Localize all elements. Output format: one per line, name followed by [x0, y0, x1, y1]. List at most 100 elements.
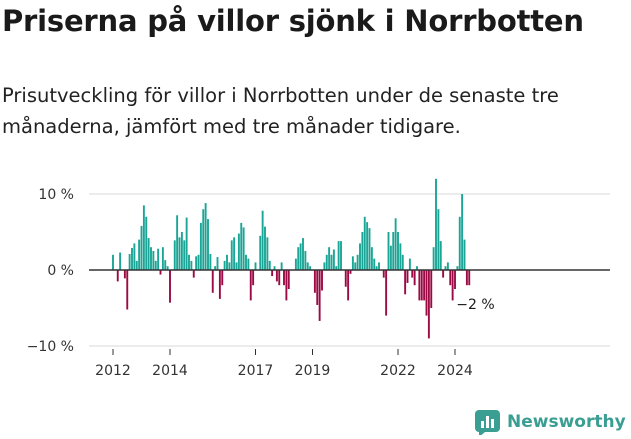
bar: [271, 270, 274, 277]
x-tick-label: 2022: [380, 363, 416, 379]
bar: [370, 247, 373, 270]
bar: [382, 270, 385, 278]
bar: [304, 251, 307, 270]
bar: [454, 270, 456, 289]
bar: [214, 266, 217, 270]
bar: [268, 260, 271, 270]
bar: [266, 237, 269, 270]
bar: [401, 254, 404, 270]
y-tick-label: −10 %: [27, 339, 74, 355]
bar: [332, 249, 335, 270]
bar: [430, 270, 433, 308]
bar: [245, 254, 247, 270]
bar: [378, 262, 380, 270]
bar: [444, 266, 447, 270]
bar: [133, 243, 136, 270]
bar: [204, 203, 207, 270]
bar: [368, 228, 371, 270]
bar: [299, 243, 302, 270]
bar: [119, 252, 122, 270]
bar: [283, 270, 285, 286]
bar: [321, 270, 323, 291]
bar: [230, 240, 233, 270]
x-tick-label: 2024: [437, 363, 473, 379]
brand-logo[interactable]: Newsworthy: [475, 407, 626, 437]
bar: [375, 266, 378, 270]
bar: [325, 254, 328, 270]
bar: [226, 254, 228, 270]
bar: [456, 266, 459, 270]
bar: [221, 270, 224, 286]
bar: [313, 270, 316, 293]
bar: [183, 240, 186, 270]
bar: [328, 247, 331, 270]
bar: [392, 232, 395, 270]
bar: [185, 217, 188, 270]
bar: [273, 266, 276, 270]
bar: [399, 243, 402, 270]
bar: [349, 270, 352, 274]
bar: [247, 258, 250, 270]
bar: [335, 266, 338, 270]
bar: [195, 256, 198, 270]
bar: [126, 270, 129, 310]
bar: [463, 239, 466, 270]
bar: [359, 243, 361, 270]
bar: [416, 266, 418, 270]
bar: [138, 239, 141, 270]
bar: [356, 254, 359, 270]
last-value-annotation: −2 %: [456, 297, 494, 313]
bar: [275, 270, 278, 282]
bar: [218, 270, 221, 299]
bar: [442, 270, 445, 278]
brand-name: Newsworthy: [507, 412, 626, 432]
bar: [140, 225, 143, 270]
bar: [285, 270, 288, 301]
bar: [468, 270, 471, 286]
bar: [159, 270, 162, 275]
bar: [216, 257, 219, 270]
bar: [287, 270, 290, 289]
x-tick-label: 2012: [95, 363, 131, 379]
bar: [294, 258, 297, 270]
bar: [351, 256, 354, 270]
bar: [154, 260, 157, 270]
bar: [373, 258, 376, 270]
bar: [192, 270, 195, 278]
bar: [197, 254, 200, 270]
x-tick-label: 2017: [238, 363, 274, 379]
bar: [242, 227, 245, 270]
bar: [161, 247, 164, 270]
bar: [439, 241, 442, 270]
bar: [309, 266, 312, 270]
bar: [387, 232, 390, 270]
bar: [404, 270, 407, 295]
bar: [112, 254, 114, 270]
bar: [406, 270, 409, 283]
bar: [207, 219, 209, 270]
bar: [437, 209, 440, 270]
bar: [363, 216, 366, 270]
bar-chart: 10 % 0 % −10 % 2012 2014 2017 2019 2022 2024 −2 %: [27, 178, 610, 379]
bar: [278, 270, 281, 286]
bar: [223, 260, 226, 270]
bar: [297, 247, 300, 270]
bar: [354, 262, 357, 270]
bar: [211, 270, 214, 293]
bar: [240, 222, 243, 270]
bar: [347, 270, 350, 301]
y-tick-label: 0 %: [47, 263, 74, 279]
bar: [413, 270, 416, 286]
bar: [465, 270, 468, 286]
bar: [435, 178, 437, 270]
bar: [173, 240, 176, 270]
bar: [408, 258, 411, 270]
bar: [131, 247, 133, 270]
bar: [318, 270, 321, 321]
bar: [188, 254, 190, 270]
bar: [180, 232, 183, 270]
bar: [228, 262, 231, 270]
bar: [209, 254, 212, 270]
bar: [425, 270, 428, 316]
x-tick-label: 2019: [295, 363, 331, 379]
